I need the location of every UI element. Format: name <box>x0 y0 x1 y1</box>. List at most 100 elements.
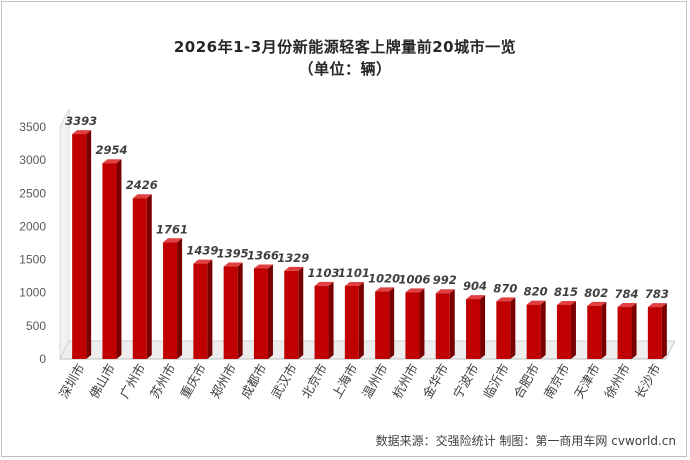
bar-top <box>314 281 334 286</box>
category-label: 温州市 <box>359 361 391 401</box>
bar-value-label: 783 <box>645 287 669 301</box>
bar-side <box>631 303 637 359</box>
bar <box>163 242 178 359</box>
bar-side <box>419 288 425 359</box>
bar-top <box>132 194 152 199</box>
bar-value-label: 1761 <box>156 222 188 236</box>
y-tick-label: 0 <box>39 352 46 366</box>
bar-value-label: 1439 <box>186 244 218 258</box>
bar-side <box>540 300 546 359</box>
floor-plane <box>59 340 676 360</box>
category-label: 广州市 <box>117 361 149 401</box>
y-tick-label: 1000 <box>19 286 46 300</box>
category-label: 南京市 <box>541 361 573 401</box>
bar-top <box>163 238 183 243</box>
chart-subtitle: （单位：辆） <box>298 60 392 78</box>
bar <box>253 268 268 359</box>
bar-value-label: 992 <box>433 273 457 287</box>
bar <box>284 270 299 359</box>
category-label: 佛山市 <box>86 361 118 401</box>
bar-top <box>344 282 364 287</box>
bar-side <box>177 238 183 359</box>
bar <box>314 285 329 359</box>
bar-top <box>556 300 576 305</box>
bar-value-label: 815 <box>554 285 578 299</box>
bar-side <box>328 281 334 359</box>
y-axis-wall <box>59 108 70 360</box>
bar-top <box>647 303 667 308</box>
bar-side <box>389 287 395 359</box>
bar-value-label: 1103 <box>308 266 340 280</box>
bar <box>102 163 117 359</box>
category-label: 金华市 <box>420 361 452 401</box>
bar-top <box>72 130 92 135</box>
bar-value-label: 1020 <box>368 271 400 285</box>
y-tick-label: 2500 <box>19 186 46 200</box>
bar-value-label: 2426 <box>126 178 158 192</box>
bar <box>193 263 208 359</box>
bar-side <box>86 130 92 359</box>
bar-value-label: 1366 <box>247 248 279 262</box>
bar <box>223 266 238 359</box>
bar-side <box>116 159 122 359</box>
bar <box>466 299 481 359</box>
category-label: 深圳市 <box>56 361 88 401</box>
bar <box>556 304 571 359</box>
bar <box>647 307 662 359</box>
bar-side <box>601 301 607 359</box>
bar-value-label: 1101 <box>338 266 370 280</box>
bar-value-label: 870 <box>493 281 517 295</box>
category-label: 天津市 <box>571 361 603 401</box>
category-label: 徐州市 <box>601 361 633 401</box>
category-label: 宁波市 <box>450 361 482 401</box>
bar <box>496 301 511 359</box>
bar-value-label: 1006 <box>398 272 430 286</box>
bar <box>132 198 147 359</box>
bar-top <box>405 288 425 293</box>
bar <box>617 307 632 359</box>
bar-side <box>298 266 304 359</box>
bar-top <box>435 289 455 294</box>
bar-side <box>480 295 486 359</box>
category-label: 苏州市 <box>147 361 179 401</box>
category-label: 武汉市 <box>268 361 300 401</box>
bar <box>526 304 541 359</box>
y-tick-label: 3500 <box>19 120 46 134</box>
bar-side <box>207 259 213 359</box>
bar-side <box>146 194 152 359</box>
bar-top <box>375 287 395 292</box>
category-label: 重庆市 <box>177 361 209 401</box>
bar-value-label: 820 <box>524 285 548 299</box>
category-label: 成都市 <box>238 361 270 401</box>
bar-top <box>496 297 516 302</box>
bar-top <box>617 303 637 308</box>
bar-top <box>526 300 546 305</box>
bar-value-label: 1329 <box>277 251 309 265</box>
bar <box>375 291 390 359</box>
category-label: 郑州市 <box>207 361 239 401</box>
bar-top <box>253 264 273 269</box>
category-label: 合肥市 <box>510 361 542 401</box>
bar-side <box>267 264 273 359</box>
bar-top <box>466 295 486 300</box>
bar-value-label: 2954 <box>95 143 127 157</box>
category-label: 临沂市 <box>480 361 512 401</box>
y-tick-label: 3000 <box>19 153 46 167</box>
category-label: 长沙市 <box>632 361 664 401</box>
bar-top <box>193 259 213 264</box>
bar <box>405 292 420 359</box>
y-tick-label: 2000 <box>19 219 46 233</box>
bar-side <box>510 297 516 359</box>
bar-value-label: 802 <box>584 286 608 300</box>
category-label: 杭州市 <box>389 361 421 401</box>
data-source-note: 数据来源：交强险统计 制图：第一商用车网 cvworld.cn <box>375 434 676 448</box>
bar-side <box>661 303 667 359</box>
category-label: 上海市 <box>329 361 361 401</box>
bar-side <box>358 282 364 359</box>
bar-value-label: 784 <box>615 287 639 301</box>
bar-top <box>102 159 122 164</box>
bar <box>344 286 359 359</box>
bar-value-label: 3393 <box>65 114 97 128</box>
bar-value-label: 904 <box>463 279 487 293</box>
